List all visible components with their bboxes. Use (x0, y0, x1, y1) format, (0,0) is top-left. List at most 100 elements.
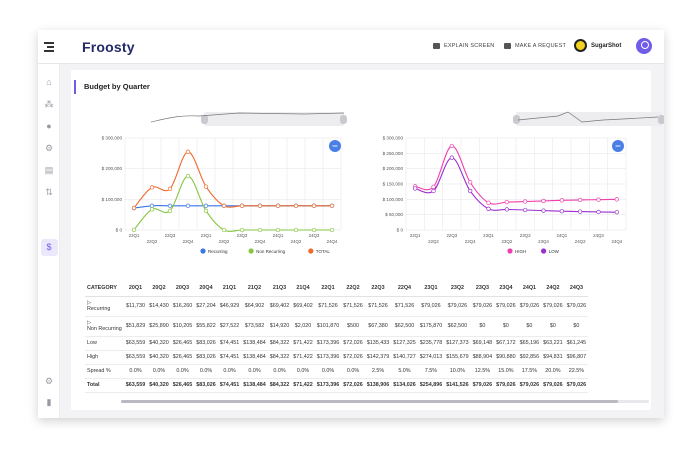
row-label-text: Recurring (87, 306, 111, 312)
data-point-non_recurring (239, 227, 245, 233)
table-cell: $88,904 (470, 350, 495, 365)
row-label[interactable]: ▷ Recurring (85, 296, 124, 317)
table-cell: $69,148 (470, 336, 495, 351)
settings-icon[interactable]: ⚙ (44, 376, 54, 386)
table-cell: $27,522 (217, 316, 242, 337)
data-point-non_recurring (149, 207, 155, 212)
budget-icon[interactable]: $ (46, 242, 52, 252)
row-label[interactable]: ▷ Non Recurring (85, 316, 124, 337)
table-cell: $26,465 (170, 350, 195, 365)
table-cell: $79,026 (564, 378, 589, 393)
x-tick-label: 22Q3 (446, 233, 457, 238)
table-cell: $138,484 (241, 336, 268, 351)
data-point-total (311, 203, 317, 208)
table-cell: $71,526 (314, 296, 342, 317)
table-cell: $73,582 (241, 316, 268, 337)
budget-chart-right: $ 300,000 $ 250,000 $ 200,000 $ 150,000 $ 10… (383, 111, 664, 254)
data-point-non_recurring (131, 227, 137, 232)
data-point-recurring (149, 203, 155, 208)
table-cell: $138,484 (241, 378, 268, 393)
table-row: High $63,559 $40,320 $26,465 $83,026 $74,451 $… (85, 350, 589, 365)
x-tick-label: 24Q2 (575, 239, 586, 244)
legend-label-low: LOW (549, 249, 560, 254)
data-point-non_recurring (275, 227, 281, 233)
table-cell: $155,679 (444, 350, 471, 365)
table-cell: $71,422 (291, 378, 315, 393)
data-point-total (131, 205, 137, 211)
data-point-total (257, 203, 263, 208)
data-point-non_recurring (221, 227, 227, 233)
brush-preview-line (150, 112, 345, 123)
budget-table: CATEGORY 20Q1 20Q2 20Q3 20Q4 21Q1 21Q2 21Q3 21Q4… (85, 281, 589, 393)
request-icon (504, 43, 511, 49)
y-tick-label: $ 300,000 (383, 136, 404, 141)
column-header: 22Q3 (364, 281, 392, 297)
brush-range (516, 112, 662, 126)
table-cell: 7.5% (417, 364, 445, 379)
table-cell: 5.0% (391, 364, 418, 379)
card-title: Budget by Quarter (74, 80, 150, 94)
column-header: 24Q2 (541, 281, 565, 297)
user-account[interactable]: SugarShot (574, 39, 621, 52)
data-point-high (614, 197, 619, 202)
data-point-low (523, 207, 528, 213)
table-cell: $79,026 (470, 378, 495, 393)
y-tick-label: $ 250,000 (383, 151, 404, 156)
column-header-category: CATEGORY (85, 281, 124, 297)
row-label: Spread % (85, 364, 124, 379)
document-icon[interactable]: ▤ (44, 165, 54, 175)
data-point-low (578, 209, 583, 214)
row-label: Low (85, 336, 124, 351)
expand-icon[interactable]: ▷ (87, 320, 92, 326)
table-cell: $40,320 (147, 350, 171, 365)
data-point-low (504, 207, 509, 212)
table-cell: $61,245 (564, 336, 589, 351)
legend-label-non_recurring: Non Recurring (256, 249, 286, 254)
x-tick-label: 23Q2 (501, 239, 512, 244)
table-cell: $79,026 (470, 296, 495, 317)
app-logo: Froosty (82, 39, 135, 55)
table-cell: 0.0% (314, 364, 342, 379)
y-tick-label: $ 200,000 (102, 166, 123, 171)
network-icon[interactable]: ⁂ (44, 99, 54, 109)
data-point-total (293, 203, 299, 208)
table-cell: 0.0% (147, 364, 171, 379)
table-cell: $71,422 (291, 336, 315, 351)
table-cell: $90,880 (494, 350, 518, 365)
table-cell: $142,379 (364, 350, 392, 365)
data-point-high (449, 143, 454, 149)
table-cell: $173,396 (314, 350, 342, 365)
data-point-total (221, 203, 227, 208)
column-header: 24Q3 (564, 281, 589, 297)
menu-icon[interactable] (44, 42, 54, 54)
legend-marker-recurring (200, 248, 206, 254)
table-cell: $74,451 (217, 378, 242, 393)
legend-marker-low (541, 248, 547, 254)
table-cell: $83,026 (194, 350, 218, 365)
expand-icon[interactable]: ▷ (87, 300, 92, 306)
table-cell: 20.0% (541, 364, 565, 379)
nodes-icon[interactable]: ● (46, 121, 52, 131)
column-header: 20Q3 (170, 281, 195, 297)
data-point-recurring (167, 203, 173, 208)
x-tick-label: 22Q1 (410, 233, 421, 238)
flow-icon[interactable]: ⇅ (45, 187, 53, 197)
x-tick-label: 23Q1 (483, 233, 494, 238)
horizontal-scrollbar-thumb[interactable] (121, 400, 618, 403)
table-cell: $26,465 (170, 378, 195, 393)
home-icon[interactable]: ⌂ (46, 77, 52, 87)
table-cell: $16,260 (170, 296, 195, 317)
table-cell: $26,465 (170, 336, 195, 351)
explain-screen-button[interactable]: EXPLAIN SCREEN (433, 43, 494, 49)
book-icon[interactable]: ▮ (46, 397, 52, 407)
y-tick-label: $ 300,000 (102, 136, 123, 141)
table-row: Low $63,559 $40,320 $26,465 $83,026 $74,451 $1… (85, 336, 589, 351)
data-point-total (275, 203, 281, 208)
data-point-non_recurring (329, 227, 335, 233)
x-tick-label: 24Q3 (309, 233, 320, 238)
data-point-high (559, 198, 564, 203)
make-request-button[interactable]: MAKE A REQUEST (504, 43, 566, 49)
gear-icon[interactable]: ⚙ (44, 143, 54, 153)
x-tick-label: 23Q3 (520, 233, 531, 238)
profile-icon[interactable] (636, 38, 652, 54)
